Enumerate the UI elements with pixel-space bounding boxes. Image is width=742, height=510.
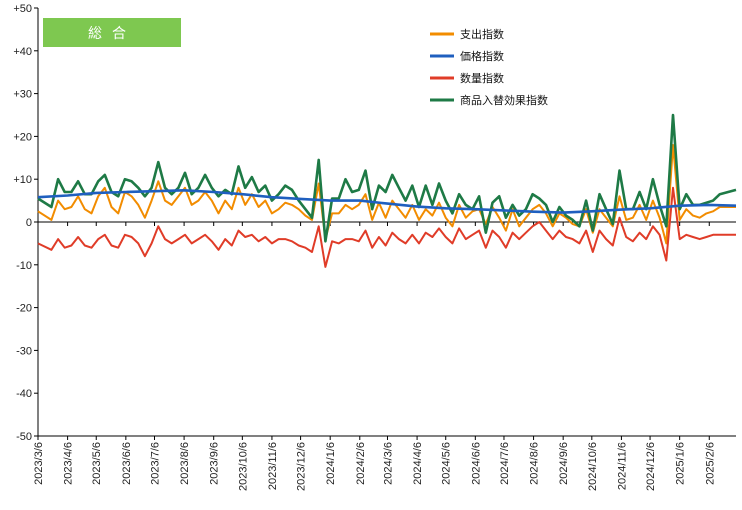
- x-tick-label: 2023/4/6: [63, 442, 75, 485]
- y-tick-label: -40: [16, 388, 32, 400]
- x-tick-label: 2024/1/6: [325, 442, 337, 485]
- x-tick-label: 2025/1/6: [675, 442, 687, 485]
- y-tick-label: -30: [16, 345, 32, 357]
- x-tick-label: 2024/6/6: [470, 442, 482, 485]
- series-line-2: [37, 186, 736, 268]
- y-tick-label: +30: [13, 89, 32, 101]
- series-line-0: [37, 144, 736, 245]
- legend-label: 商品入替効果指数: [460, 93, 548, 107]
- y-tick-label: -20: [16, 303, 32, 315]
- badge-label: 総合: [88, 26, 136, 42]
- legend-label: 数量指数: [460, 71, 504, 85]
- y-tick-label: -50: [16, 431, 32, 443]
- x-tick-label: 2023/11/6: [267, 442, 279, 490]
- chart-badge: 総合: [43, 18, 181, 47]
- x-tick-label: 2025/2/6: [704, 442, 716, 485]
- series-line-1: [37, 189, 737, 214]
- x-tick-label: 2024/8/6: [529, 442, 541, 485]
- x-tick-label: 2023/12/6: [296, 442, 308, 491]
- x-tick-label: 2024/3/6: [382, 442, 394, 485]
- y-tick-label: +40: [13, 46, 32, 58]
- x-tick-label: 2023/10/6: [237, 442, 249, 491]
- x-tick-label: 2023/9/6: [209, 442, 221, 485]
- x-tick-label: 2024/2/6: [355, 442, 367, 485]
- x-tick-label: 2024/7/6: [499, 442, 511, 485]
- y-tick-label: 0: [26, 217, 32, 229]
- x-tick-label: 2024/11/6: [616, 442, 628, 490]
- x-tick-label: 2024/4/6: [412, 442, 424, 485]
- y-axis-labels: +50 +40 +30 +20 +10 0 -10 -20 -30 -40 -50: [13, 3, 32, 443]
- x-tick-label: 2023/6/6: [121, 442, 133, 485]
- x-tick-label: 2024/10/6: [587, 442, 599, 491]
- x-tick-label: 2023/7/6: [149, 442, 161, 485]
- y-tick-label: +20: [13, 131, 32, 143]
- y-axis-ticks: [34, 7, 38, 437]
- x-tick-label: 2024/5/6: [441, 442, 453, 485]
- x-tick-label: 2023/3/6: [33, 442, 45, 485]
- series-lines: [37, 113, 737, 268]
- x-axis-ticks: [37, 222, 710, 440]
- x-tick-label: 2023/8/6: [179, 442, 191, 485]
- y-tick-label: +50: [13, 3, 32, 15]
- y-tick-label: +10: [13, 174, 32, 186]
- legend-label: 支出指数: [460, 27, 504, 41]
- legend-label: 価格指数: [460, 49, 504, 63]
- x-axis-labels: 2023/3/6 2023/4/6 2023/5/6 2023/6/6 2023/7/6…: [33, 442, 716, 491]
- y-tick-label: -10: [16, 260, 32, 272]
- x-tick-label: 2024/12/6: [645, 442, 657, 491]
- x-tick-label: 2024/9/6: [558, 442, 570, 485]
- series-line-3: [37, 113, 737, 243]
- x-tick-label: 2023/5/6: [91, 442, 103, 485]
